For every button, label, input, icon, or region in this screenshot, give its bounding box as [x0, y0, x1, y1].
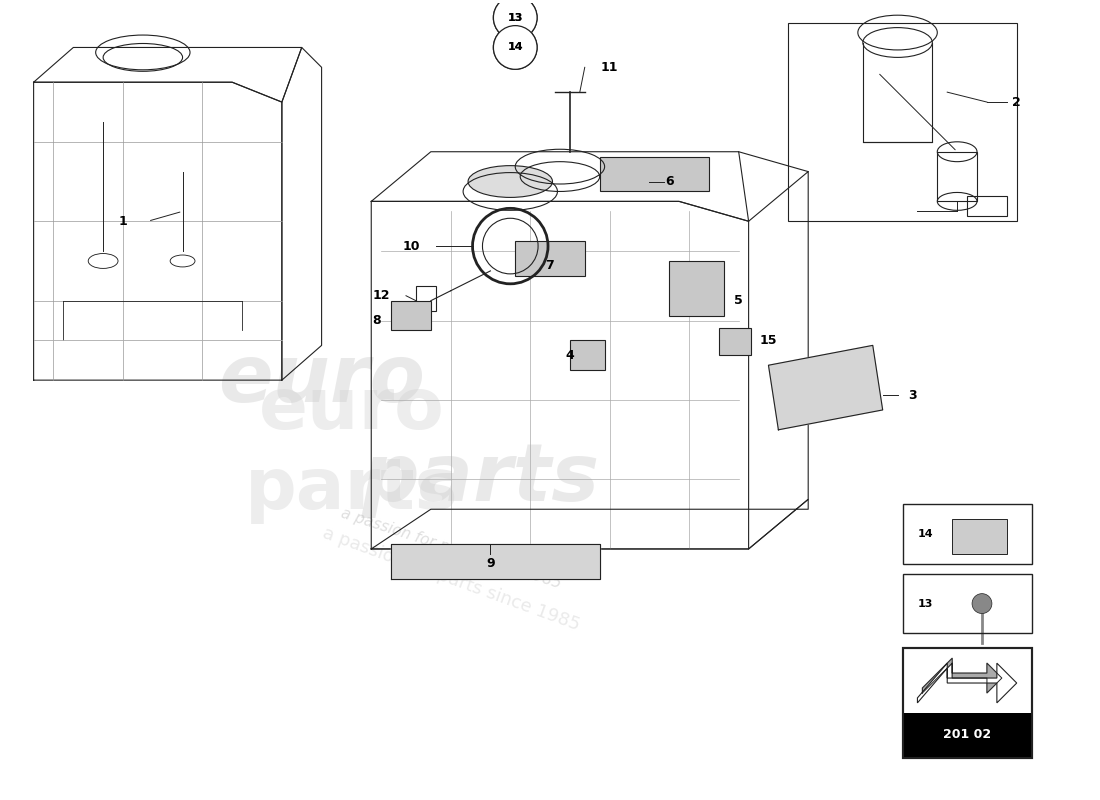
FancyBboxPatch shape	[570, 341, 605, 370]
Polygon shape	[769, 346, 882, 430]
FancyBboxPatch shape	[392, 301, 431, 330]
Text: 13: 13	[507, 13, 522, 22]
Text: 5: 5	[735, 294, 744, 307]
Text: euro
parts: euro parts	[244, 375, 459, 524]
FancyBboxPatch shape	[600, 157, 708, 191]
Text: 14: 14	[507, 42, 524, 53]
Text: a passion for parts since 1985: a passion for parts since 1985	[339, 506, 563, 592]
Text: 8: 8	[372, 314, 381, 327]
Bar	[718, 327, 750, 355]
Bar	[967, 197, 1006, 216]
Polygon shape	[392, 544, 600, 578]
Text: 13: 13	[507, 13, 522, 22]
Text: 14: 14	[507, 42, 524, 53]
Bar	[902, 713, 1032, 758]
FancyBboxPatch shape	[902, 648, 1032, 758]
Circle shape	[494, 26, 537, 70]
Bar	[953, 519, 1007, 554]
Ellipse shape	[469, 166, 552, 198]
FancyBboxPatch shape	[515, 241, 585, 276]
Polygon shape	[923, 658, 1002, 693]
Text: parts: parts	[362, 441, 600, 518]
Text: 10: 10	[403, 239, 420, 253]
Text: 6: 6	[664, 175, 673, 188]
Circle shape	[494, 0, 537, 39]
Text: euro: euro	[218, 341, 425, 419]
FancyBboxPatch shape	[669, 261, 724, 315]
Text: 11: 11	[601, 61, 618, 74]
Bar	[937, 152, 977, 202]
Text: 9: 9	[486, 558, 495, 570]
Polygon shape	[917, 663, 1016, 703]
Text: 12: 12	[373, 290, 389, 302]
Text: 7: 7	[546, 259, 554, 273]
Text: 3: 3	[909, 389, 916, 402]
Text: 15: 15	[760, 334, 778, 347]
Circle shape	[972, 594, 992, 614]
Circle shape	[494, 0, 537, 39]
Text: 4: 4	[565, 349, 574, 362]
Text: 2: 2	[1012, 95, 1021, 109]
Text: a passion for parts since 1985: a passion for parts since 1985	[319, 524, 582, 634]
Bar	[416, 286, 436, 310]
Text: 201 02: 201 02	[943, 728, 991, 741]
Text: 13: 13	[917, 598, 933, 609]
Circle shape	[494, 26, 537, 70]
Text: 1: 1	[119, 214, 128, 228]
Text: 14: 14	[917, 529, 933, 539]
